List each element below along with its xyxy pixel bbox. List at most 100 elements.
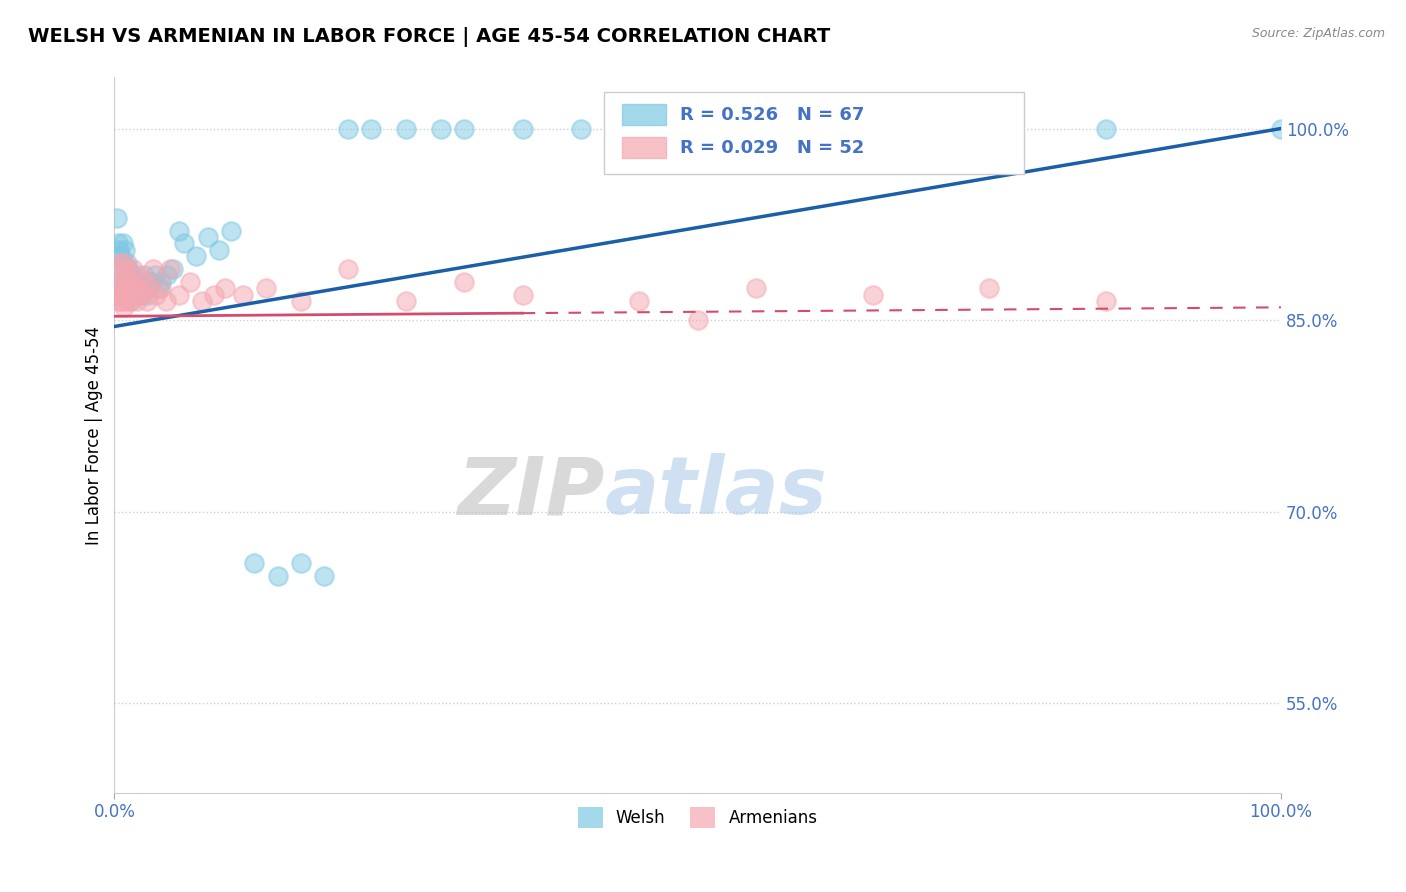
Point — [290, 293, 312, 308]
Point — [628, 293, 651, 308]
Point — [686, 121, 709, 136]
Point — [120, 293, 142, 308]
Y-axis label: In Labor Force | Age 45-54: In Labor Force | Age 45-54 — [86, 326, 103, 544]
Point — [110, 275, 132, 289]
Point — [395, 121, 418, 136]
Point — [115, 262, 138, 277]
Point — [105, 287, 128, 301]
Bar — [621, 103, 666, 126]
Point — [136, 275, 159, 289]
Point — [115, 293, 138, 308]
Point — [117, 287, 139, 301]
FancyBboxPatch shape — [605, 92, 1025, 174]
Point — [134, 275, 156, 289]
Point — [745, 281, 768, 295]
Point — [111, 275, 134, 289]
Point — [117, 281, 139, 295]
Point — [150, 275, 173, 289]
Point — [131, 287, 153, 301]
Point — [395, 293, 418, 308]
Point — [290, 556, 312, 570]
Point — [129, 281, 152, 295]
Point — [314, 568, 336, 582]
Point — [114, 287, 136, 301]
Point — [145, 287, 167, 301]
Point — [219, 224, 242, 238]
Point — [110, 293, 132, 308]
Point — [134, 275, 156, 289]
Point — [162, 262, 184, 277]
Point — [214, 281, 236, 295]
Point — [122, 262, 145, 277]
Point — [105, 211, 128, 225]
Point — [107, 262, 129, 277]
Point — [208, 243, 231, 257]
Point — [118, 281, 141, 295]
Point — [267, 568, 290, 582]
Point — [336, 121, 359, 136]
Point — [197, 230, 219, 244]
Point — [232, 287, 254, 301]
Point — [138, 281, 160, 295]
Point — [127, 275, 149, 289]
Point — [141, 275, 163, 289]
Point — [122, 281, 145, 295]
Point — [1270, 121, 1292, 136]
Text: atlas: atlas — [605, 453, 827, 532]
Point — [156, 268, 179, 283]
Point — [155, 293, 177, 308]
Point — [336, 262, 359, 277]
Point — [131, 281, 153, 295]
Point — [125, 281, 148, 295]
Point — [125, 293, 148, 308]
Point — [121, 275, 143, 289]
Point — [120, 287, 142, 301]
Point — [167, 287, 190, 301]
Point — [243, 556, 266, 570]
Point — [128, 275, 150, 289]
Point — [127, 268, 149, 283]
Point — [512, 287, 534, 301]
Point — [360, 121, 382, 136]
Point — [159, 262, 181, 277]
Point — [110, 255, 132, 269]
Point — [117, 255, 139, 269]
Point — [179, 275, 201, 289]
Point — [122, 287, 145, 301]
Point — [121, 281, 143, 295]
Point — [979, 281, 1001, 295]
Point — [117, 262, 139, 277]
Text: Source: ZipAtlas.com: Source: ZipAtlas.com — [1251, 27, 1385, 40]
Point — [112, 281, 135, 295]
Text: R = 0.526   N = 67: R = 0.526 N = 67 — [681, 105, 865, 124]
Point — [686, 313, 709, 327]
Point — [202, 287, 225, 301]
Point — [173, 236, 195, 251]
Point — [136, 293, 159, 308]
Point — [430, 121, 453, 136]
Point — [148, 281, 170, 295]
Point — [979, 121, 1001, 136]
Point — [112, 301, 135, 315]
Point — [112, 268, 135, 283]
Point — [453, 121, 475, 136]
Point — [108, 293, 131, 308]
Point — [184, 249, 207, 263]
Point — [569, 121, 592, 136]
Point — [110, 281, 132, 295]
Point — [111, 236, 134, 251]
Point — [1095, 293, 1118, 308]
Point — [108, 243, 131, 257]
Point — [110, 287, 132, 301]
Point — [117, 287, 139, 301]
Point — [124, 281, 146, 295]
Point — [1095, 121, 1118, 136]
Point — [115, 275, 138, 289]
Point — [135, 281, 157, 295]
Point — [129, 287, 152, 301]
Point — [120, 268, 142, 283]
Point — [114, 243, 136, 257]
Point — [110, 249, 132, 263]
Point — [117, 275, 139, 289]
Point — [167, 224, 190, 238]
